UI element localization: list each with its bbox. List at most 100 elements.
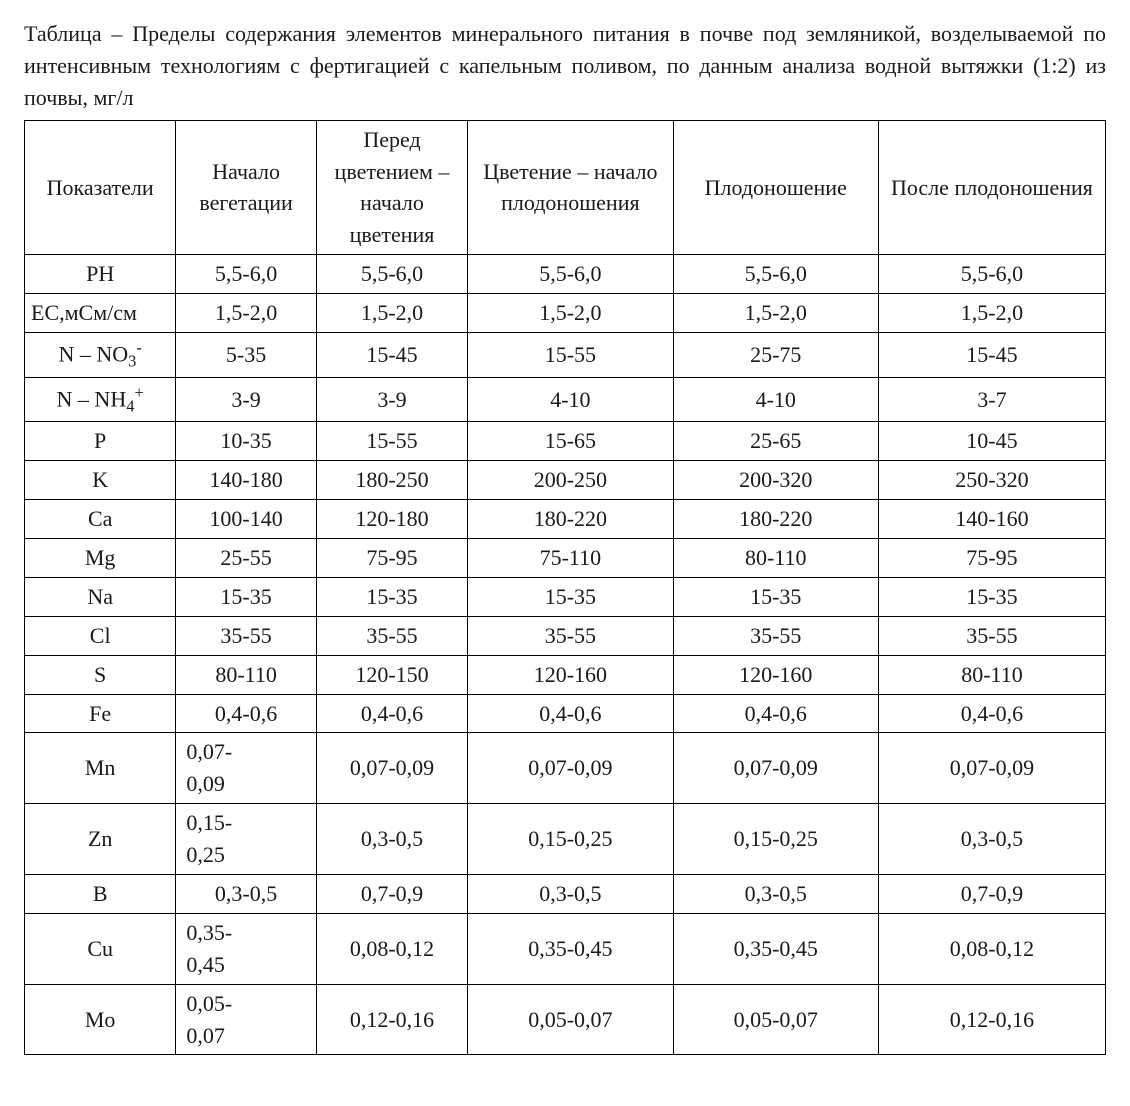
cell-value: 0,05-0,07 (176, 984, 317, 1055)
cell-value: 0,15-0,25 (176, 804, 317, 875)
cell-value: 15-35 (316, 577, 467, 616)
col-header-stage-2: Перед цветением – начало цветения (316, 120, 467, 255)
cell-value: 15-35 (176, 577, 317, 616)
cell-value: 3-7 (878, 377, 1105, 422)
cell-value: 120-150 (316, 655, 467, 694)
cell-value: 0,4-0,6 (673, 694, 878, 733)
cell-value: 100-140 (176, 500, 317, 539)
cell-value: 140-180 (176, 461, 317, 500)
row-label: Cu (25, 913, 176, 984)
table-row: PH5,5-6,05,5-6,05,5-6,05,5-6,05,5-6,0 (25, 255, 1106, 294)
row-label: Mg (25, 538, 176, 577)
cell-value: 0,07-0,09 (878, 733, 1105, 804)
cell-value: 0,12-0,16 (316, 984, 467, 1055)
cell-value: 5,5-6,0 (673, 255, 878, 294)
cell-value: 5,5-6,0 (176, 255, 317, 294)
table-row: Zn0,15-0,250,3-0,50,15-0,250,15-0,250,3-… (25, 804, 1106, 875)
cell-value: 25-75 (673, 333, 878, 378)
cell-value: 35-55 (878, 616, 1105, 655)
cell-value: 0,07-0,09 (673, 733, 878, 804)
table-body: PH5,5-6,05,5-6,05,5-6,05,5-6,05,5-6,0EC,… (25, 255, 1106, 1055)
table-row: Fe0,4-0,60,4-0,60,4-0,60,4-0,60,4-0,6 (25, 694, 1106, 733)
cell-value: 0,35-0,45 (176, 913, 317, 984)
mineral-limits-table: Показатели Начало вегетации Перед цветен… (24, 120, 1106, 1056)
table-row: K140-180180-250200-250200-320250-320 (25, 461, 1106, 500)
cell-value: 0,05-0,07 (468, 984, 673, 1055)
cell-value: 0,7-0,9 (316, 874, 467, 913)
row-label: B (25, 874, 176, 913)
row-label: Mn (25, 733, 176, 804)
col-header-param: Показатели (25, 120, 176, 255)
row-label: Fe (25, 694, 176, 733)
cell-value: 10-35 (176, 422, 317, 461)
table-row: Cl35-5535-5535-5535-5535-55 (25, 616, 1106, 655)
cell-value: 0,3-0,5 (673, 874, 878, 913)
cell-value: 4-10 (673, 377, 878, 422)
cell-value: 180-220 (468, 500, 673, 539)
cell-value: 200-320 (673, 461, 878, 500)
col-header-stage-3: Цветение – начало плодоношения (468, 120, 673, 255)
cell-value: 25-65 (673, 422, 878, 461)
row-label: PH (25, 255, 176, 294)
cell-value: 250-320 (878, 461, 1105, 500)
table-head: Показатели Начало вегетации Перед цветен… (25, 120, 1106, 255)
cell-value: 15-55 (468, 333, 673, 378)
row-label: Mo (25, 984, 176, 1055)
cell-value: 0,3-0,5 (176, 874, 317, 913)
row-label: Cl (25, 616, 176, 655)
cell-value: 1,5-2,0 (468, 294, 673, 333)
cell-value: 0,3-0,5 (316, 804, 467, 875)
table-row: Mg25-5575-9575-11080-11075-95 (25, 538, 1106, 577)
cell-value: 15-65 (468, 422, 673, 461)
cell-value: 1,5-2,0 (176, 294, 317, 333)
row-label: K (25, 461, 176, 500)
cell-value: 5,5-6,0 (316, 255, 467, 294)
cell-value: 0,4-0,6 (176, 694, 317, 733)
cell-value: 35-55 (176, 616, 317, 655)
cell-value: 15-35 (878, 577, 1105, 616)
cell-value: 0,3-0,5 (468, 874, 673, 913)
cell-value: 0,08-0,12 (878, 913, 1105, 984)
cell-value: 0,15-0,25 (468, 804, 673, 875)
cell-value: 10-45 (878, 422, 1105, 461)
cell-value: 120-160 (468, 655, 673, 694)
cell-value: 0,4-0,6 (878, 694, 1105, 733)
cell-value: 15-35 (673, 577, 878, 616)
cell-value: 5,5-6,0 (878, 255, 1105, 294)
cell-value: 0,4-0,6 (468, 694, 673, 733)
cell-value: 0,3-0,5 (878, 804, 1105, 875)
cell-value: 15-35 (468, 577, 673, 616)
cell-value: 75-110 (468, 538, 673, 577)
cell-value: 80-110 (673, 538, 878, 577)
cell-value: 35-55 (316, 616, 467, 655)
table-row: Na15-3515-3515-3515-3515-35 (25, 577, 1106, 616)
table-row: Mo0,05-0,070,12-0,160,05-0,070,05-0,070,… (25, 984, 1106, 1055)
cell-value: 0,07-0,09 (176, 733, 317, 804)
cell-value: 0,4-0,6 (316, 694, 467, 733)
row-label: Ca (25, 500, 176, 539)
table-row: S80-110120-150120-160120-16080-110 (25, 655, 1106, 694)
cell-value: 1,5-2,0 (673, 294, 878, 333)
table-row: Ca100-140120-180180-220180-220140-160 (25, 500, 1106, 539)
col-header-stage-4: Плодоношение (673, 120, 878, 255)
row-label: Zn (25, 804, 176, 875)
cell-value: 0,7-0,9 (878, 874, 1105, 913)
table-row: EC,мСм/см1,5-2,01,5-2,01,5-2,01,5-2,01,5… (25, 294, 1106, 333)
cell-value: 0,35-0,45 (673, 913, 878, 984)
cell-value: 25-55 (176, 538, 317, 577)
table-row: N – NH4+3-93-94-104-103-7 (25, 377, 1106, 422)
row-label: EC,мСм/см (25, 294, 176, 333)
cell-value: 140-160 (878, 500, 1105, 539)
table-row: Mn0,07-0,090,07-0,090,07-0,090,07-0,090,… (25, 733, 1106, 804)
cell-value: 5-35 (176, 333, 317, 378)
table-row: Cu0,35-0,450,08-0,120,35-0,450,35-0,450,… (25, 913, 1106, 984)
table-row: P10-3515-5515-6525-6510-45 (25, 422, 1106, 461)
cell-value: 1,5-2,0 (878, 294, 1105, 333)
cell-value: 120-160 (673, 655, 878, 694)
cell-value: 3-9 (176, 377, 317, 422)
row-label: N – NO3- (25, 333, 176, 378)
cell-value: 0,35-0,45 (468, 913, 673, 984)
cell-value: 0,05-0,07 (673, 984, 878, 1055)
cell-value: 0,07-0,09 (316, 733, 467, 804)
row-label: N – NH4+ (25, 377, 176, 422)
